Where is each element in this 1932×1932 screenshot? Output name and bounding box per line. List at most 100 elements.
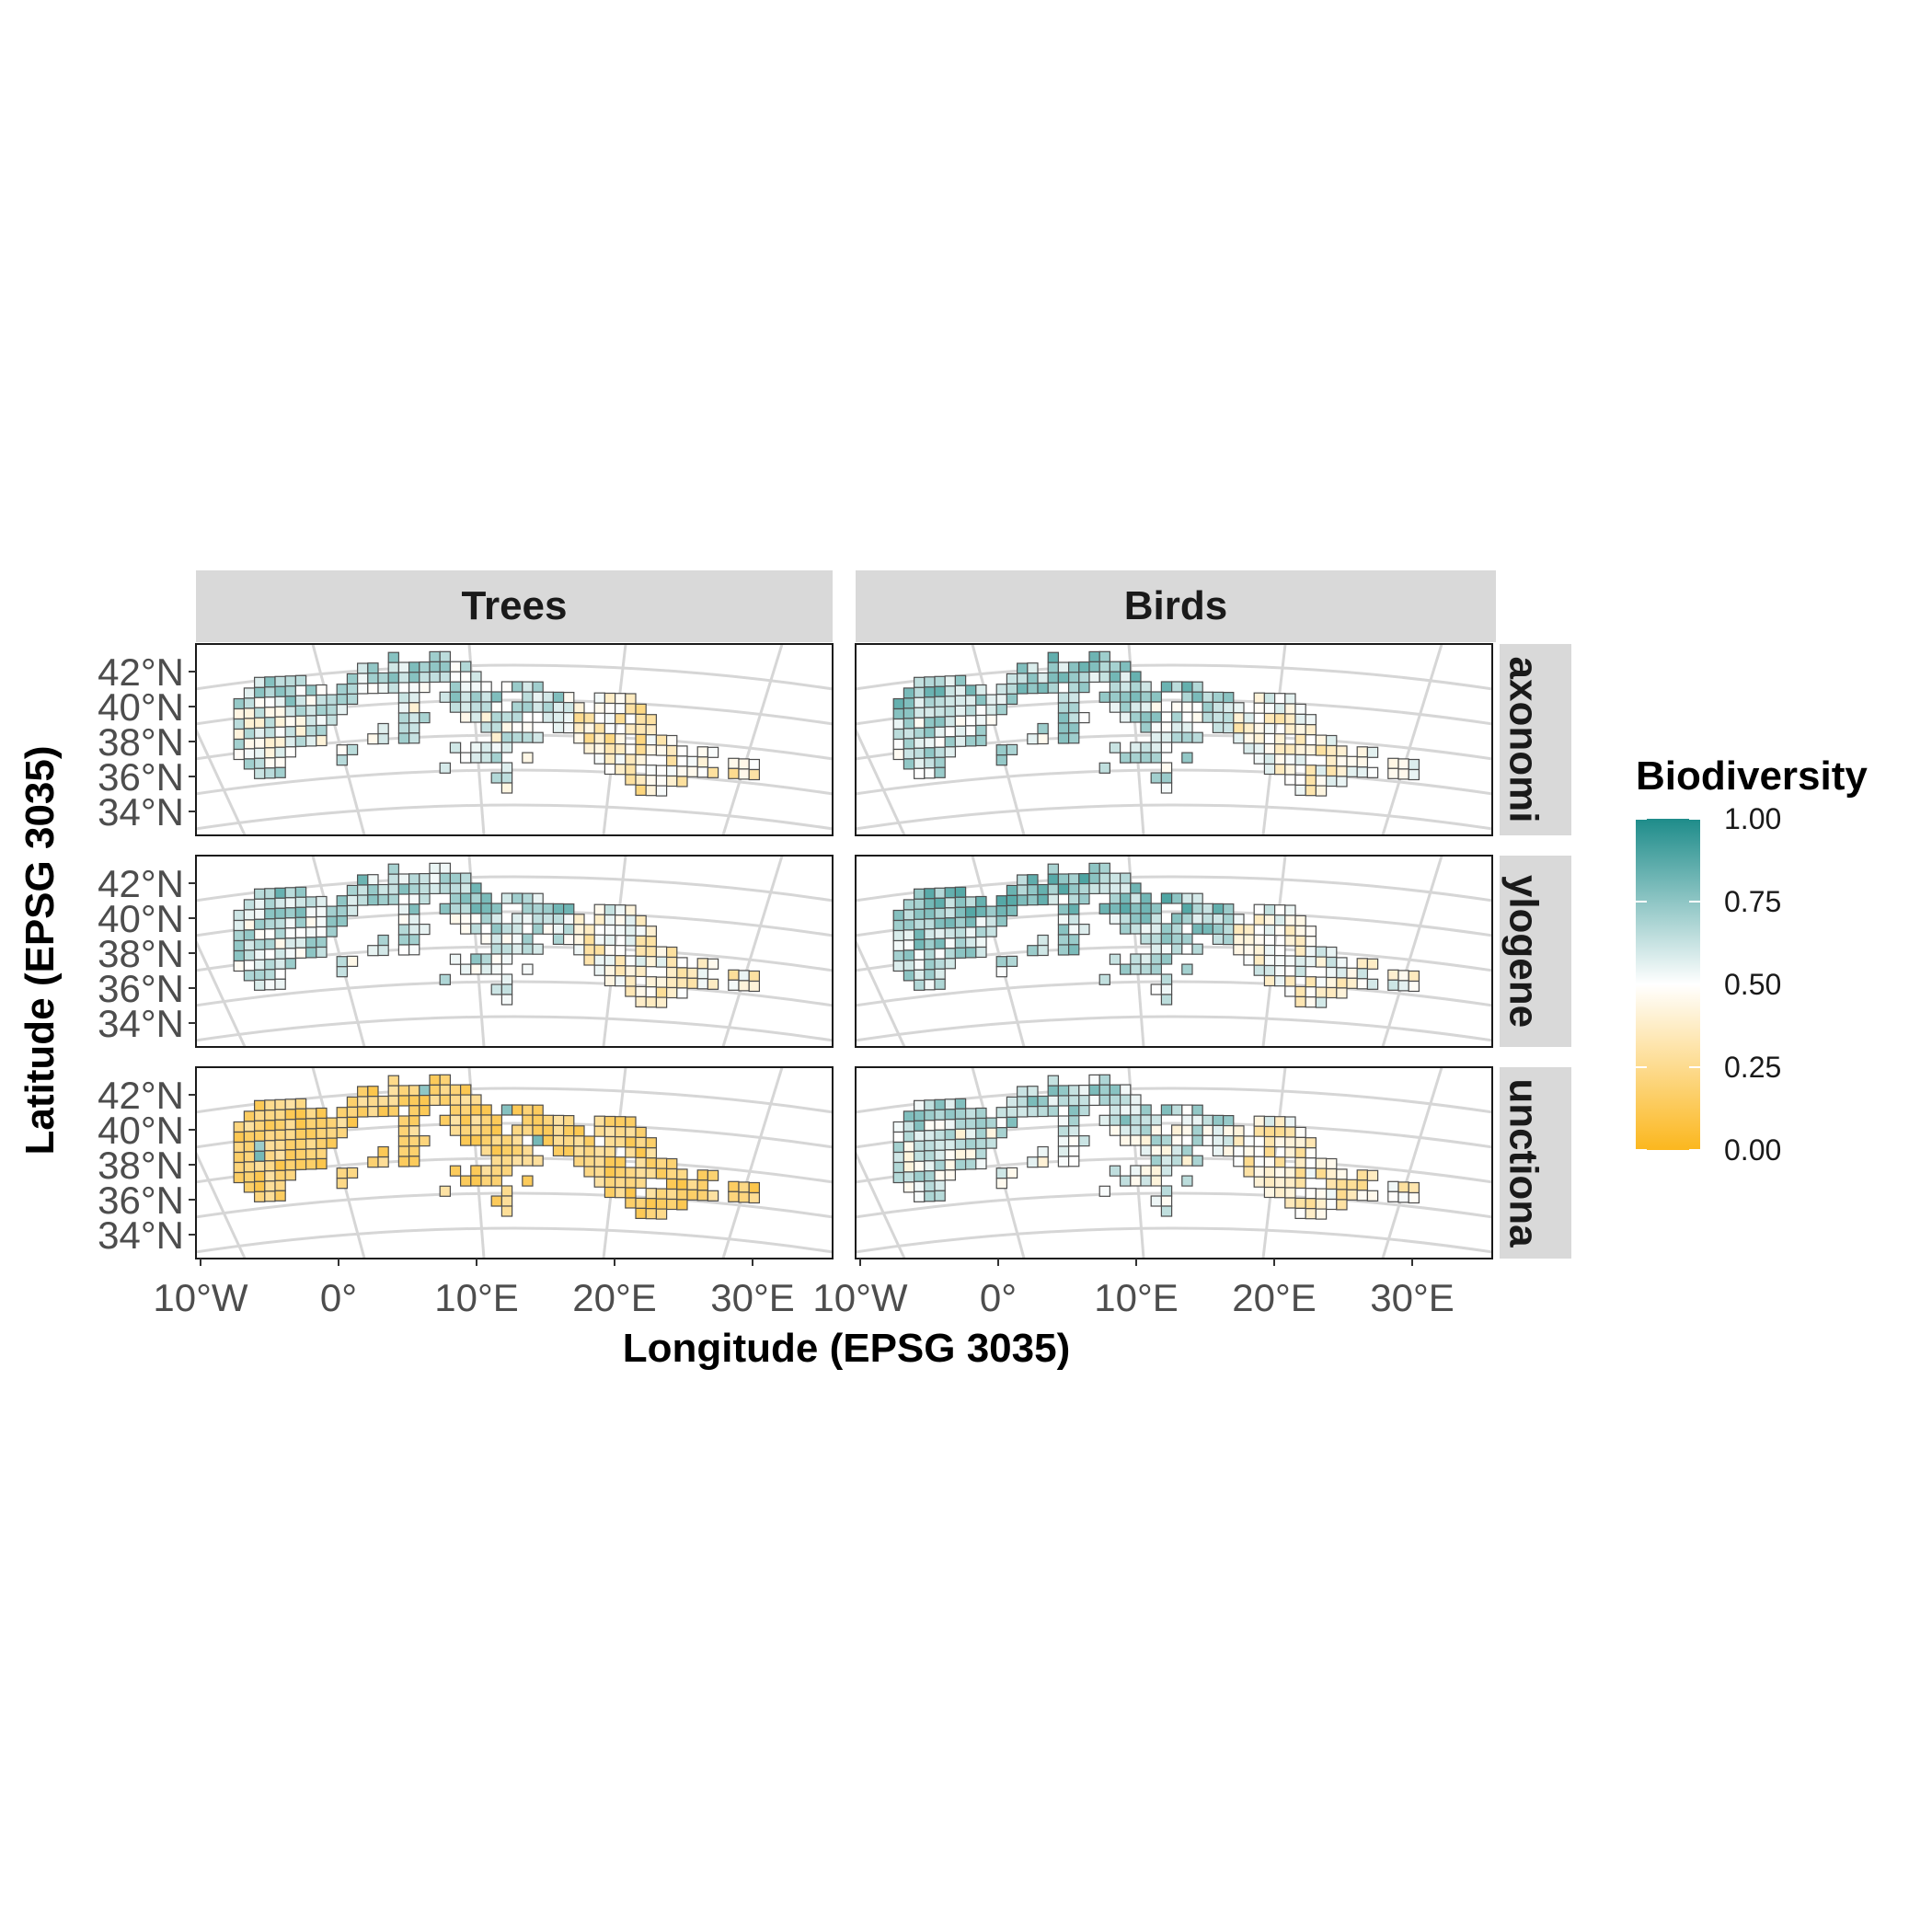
grid-cell (397, 1145, 410, 1157)
grid-cell (1294, 713, 1306, 726)
grid-cell (305, 695, 317, 707)
grid-cell (305, 1138, 317, 1150)
grid-cell (408, 1105, 420, 1117)
grid-cell (604, 712, 616, 725)
grid-cell (387, 661, 400, 673)
grid-cell (419, 892, 431, 905)
grid-cell (294, 705, 307, 717)
grid-cell (1181, 752, 1193, 764)
grid-cell (1356, 958, 1368, 970)
grid-cell (522, 933, 534, 945)
grid-cell (1140, 1144, 1152, 1156)
grid-cell (419, 1134, 431, 1147)
grid-cell (614, 1126, 627, 1138)
grid-cell (470, 1104, 482, 1116)
grid-cell (1202, 923, 1213, 935)
grid-cell (419, 671, 431, 684)
grid-cell (470, 892, 482, 904)
grid-cell (655, 775, 668, 787)
grid-cell (274, 756, 286, 768)
grid-cell (573, 712, 585, 724)
grid-cell (1130, 1134, 1142, 1146)
grid-cell (1027, 1106, 1039, 1118)
grid-cell (264, 737, 276, 749)
grid-cell (1170, 1134, 1183, 1146)
grid-cell (944, 887, 956, 899)
grid-cell (696, 978, 709, 990)
longitude-gridline (196, 726, 247, 835)
grid-cell (686, 977, 698, 989)
grid-cell (542, 1114, 555, 1126)
grid-cell (254, 898, 266, 910)
grid-cell (665, 986, 678, 999)
grid-cell (924, 969, 936, 981)
grid-cell (397, 1115, 410, 1127)
grid-cell (243, 1151, 256, 1163)
grid-cell (655, 1157, 668, 1169)
grid-cell (254, 767, 266, 779)
grid-cell (1067, 1105, 1080, 1117)
y-tick-label: 34°N (98, 1002, 184, 1045)
grid-cell (614, 1116, 627, 1128)
grid-cell (1109, 1124, 1121, 1136)
grid-cell (1037, 732, 1049, 745)
grid-cell (336, 684, 349, 696)
grid-cell (944, 726, 956, 738)
grid-cell (490, 943, 503, 955)
grid-cell (419, 711, 431, 724)
grid-cell (913, 928, 926, 940)
grid-cell (975, 1117, 987, 1130)
grid-cell (944, 927, 956, 939)
grid-cell (1160, 711, 1173, 723)
grid-cell (1130, 671, 1142, 683)
grid-cell (1284, 693, 1296, 705)
grid-cell (1016, 894, 1029, 906)
grid-cell (449, 903, 462, 914)
grid-cell (1140, 1134, 1152, 1146)
grid-cell (408, 934, 420, 946)
grid-cell (1243, 934, 1255, 946)
grid-cell (934, 978, 946, 990)
grid-cell (1284, 914, 1296, 926)
grid-cell (913, 696, 926, 708)
grid-cell (1243, 1145, 1255, 1157)
grid-cell (1006, 1116, 1018, 1129)
grid-cell (1057, 1095, 1070, 1107)
grid-cell (284, 887, 297, 899)
grid-cell (480, 903, 492, 914)
grid-cell (903, 919, 915, 931)
grid-cell (408, 702, 420, 714)
grid-cell (532, 691, 544, 703)
grid-cell (1150, 963, 1162, 975)
grid-cell (1130, 892, 1142, 904)
grid-cell (1109, 882, 1121, 894)
grid-cell (1315, 1157, 1328, 1169)
grid-cell (284, 958, 297, 970)
grid-cell (1253, 1156, 1265, 1167)
grid-cell (995, 895, 1007, 907)
grid-cell (1336, 1179, 1348, 1190)
grid-cell (1057, 903, 1070, 915)
grid-cell (696, 1169, 709, 1181)
grid-cell (1253, 692, 1265, 704)
grid-cell (934, 897, 946, 909)
latitude-gridline (196, 980, 833, 1007)
grid-cell (645, 1157, 658, 1169)
grid-cell (1387, 1180, 1399, 1192)
grid-cell (625, 985, 637, 997)
grid-cell (954, 926, 967, 938)
grid-cell (1253, 944, 1265, 956)
grid-cell (604, 1166, 616, 1179)
grid-cell (490, 752, 503, 764)
grid-cell (1027, 673, 1039, 684)
grid-cell (1130, 1165, 1142, 1177)
grid-cell (1037, 1156, 1049, 1168)
grid-cell (645, 996, 658, 1008)
grid-cell (439, 1114, 452, 1126)
grid-cell (1305, 956, 1317, 968)
grid-cell (1233, 702, 1245, 714)
grid-cell (1057, 944, 1070, 956)
grid-cell (294, 896, 307, 908)
grid-cell (995, 966, 1007, 978)
longitude-gridline (311, 1067, 366, 1259)
